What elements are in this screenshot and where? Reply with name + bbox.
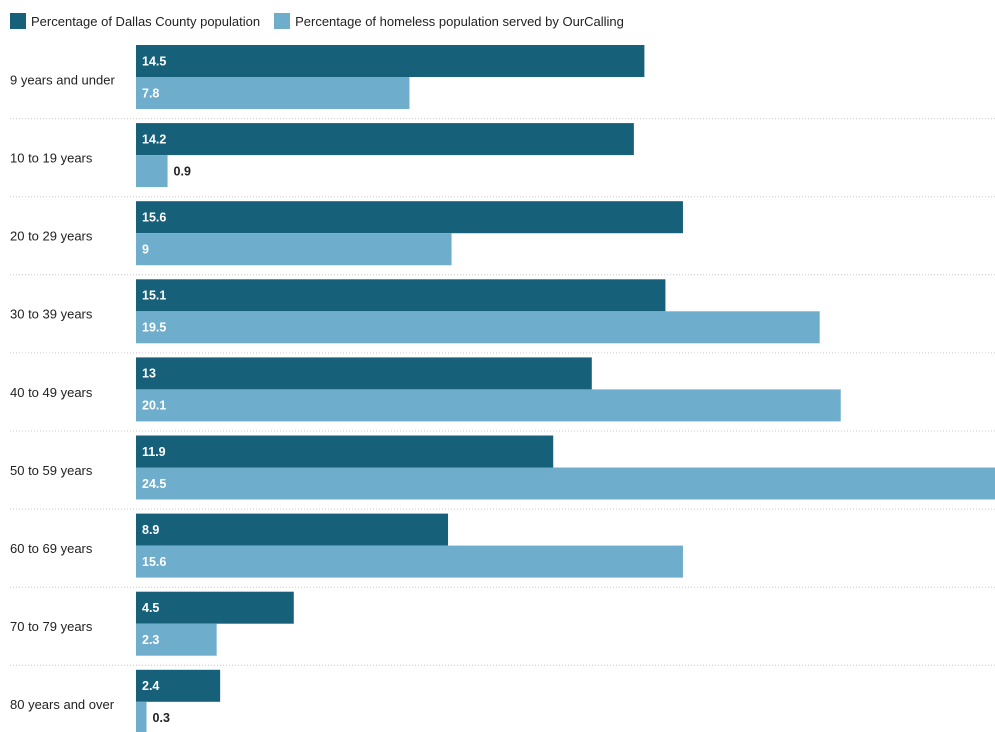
category-label: 50 to 59 years (10, 463, 93, 478)
data-label-series-0: 13 (142, 367, 156, 381)
bar-series-1 (136, 467, 995, 500)
bar-series-0 (136, 123, 634, 156)
bar-series-0 (136, 513, 449, 546)
category-label: 80 years and over (10, 697, 115, 712)
category-label: 30 to 39 years (10, 307, 93, 322)
data-label-series-0: 4.5 (142, 601, 159, 615)
data-label-series-1: 24.5 (142, 477, 166, 491)
category-label: 70 to 79 years (10, 619, 93, 634)
bar-series-1 (136, 623, 217, 656)
legend-item-0: Percentage of Dallas County population (10, 13, 260, 29)
chart-legend: Percentage of Dallas County population Pe… (10, 11, 638, 31)
bar-series-1 (136, 77, 410, 109)
bar-series-1 (136, 701, 147, 732)
data-label-series-1: 15.6 (142, 555, 166, 569)
legend-label-0: Percentage of Dallas County population (31, 13, 261, 29)
data-label-series-1: 20.1 (142, 399, 166, 413)
bar-series-0 (136, 591, 294, 624)
data-label-series-0: 14.2 (142, 132, 166, 146)
category-label: 10 to 19 years (10, 151, 93, 166)
legend-label-1: Percentage of homeless population served… (295, 13, 624, 29)
legend-swatch-0 (10, 13, 26, 29)
data-label-series-0: 8.9 (142, 523, 159, 537)
data-label-series-1: 9 (142, 242, 149, 256)
data-label-series-1: 19.5 (142, 321, 166, 335)
data-label-series-1: 7.8 (142, 86, 159, 100)
data-label-series-1: 0.3 (153, 711, 170, 725)
bar-series-1 (136, 545, 683, 578)
bar-series-0 (136, 357, 592, 390)
data-label-series-1: 2.3 (142, 633, 159, 647)
legend-swatch-1 (274, 13, 291, 29)
legend-item-1: Percentage of homeless population served… (274, 13, 624, 29)
data-label-series-0: 14.5 (142, 54, 166, 68)
category-label: 40 to 49 years (10, 385, 93, 400)
bar-series-1 (136, 155, 168, 188)
bar-series-1 (136, 311, 820, 344)
data-label-series-1: 0.9 (174, 164, 191, 178)
data-label-series-0: 2.4 (142, 679, 159, 693)
data-label-series-0: 15.1 (142, 289, 166, 303)
bar-series-0 (136, 279, 666, 312)
bar-series-0 (136, 201, 683, 234)
category-label: 60 to 69 years (10, 541, 93, 556)
category-label: 20 to 29 years (10, 229, 93, 244)
bar-series-1 (136, 389, 841, 422)
bar-series-0 (136, 45, 645, 77)
bar-series-0 (136, 669, 221, 702)
bar-series-1 (136, 233, 452, 266)
data-label-series-0: 15.6 (142, 210, 166, 224)
bar-series-0 (136, 435, 554, 468)
category-label: 9 years and under (10, 72, 115, 87)
data-label-series-0: 11.9 (142, 445, 166, 459)
